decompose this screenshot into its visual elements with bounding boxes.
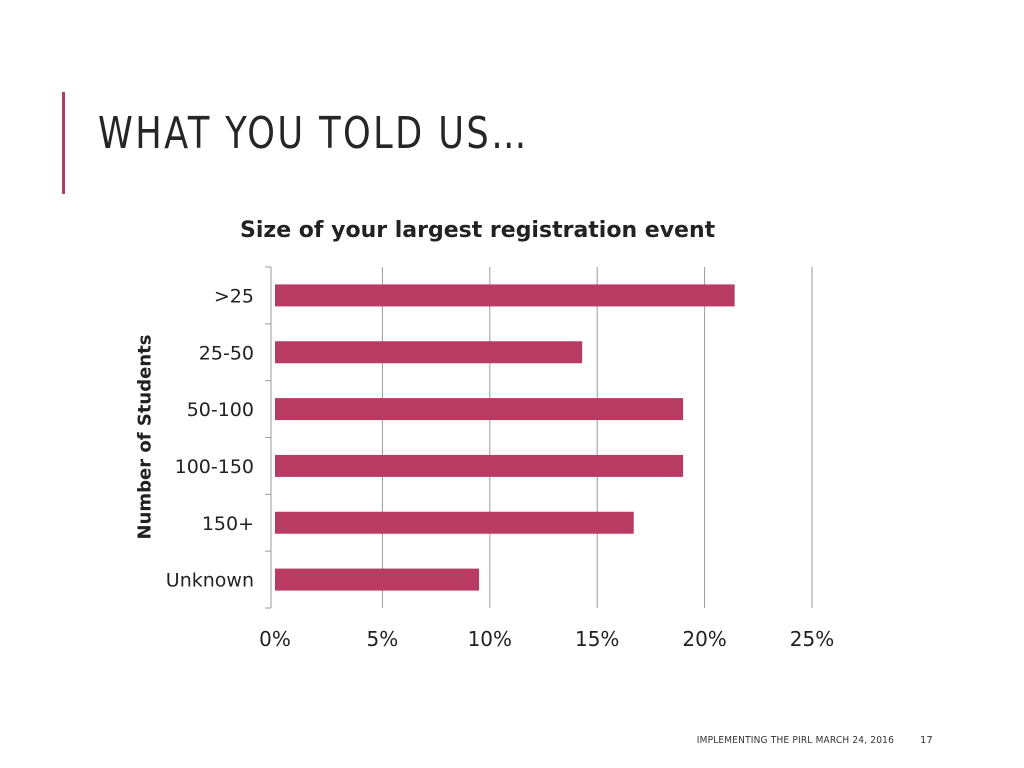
bar bbox=[275, 398, 684, 421]
category-label: 25-50 bbox=[199, 342, 254, 364]
x-tick-label: 5% bbox=[367, 627, 399, 651]
x-tick-label: 10% bbox=[468, 627, 512, 651]
chart-title: Size of your largest registration event bbox=[240, 218, 716, 243]
x-tick-label: 0% bbox=[259, 627, 291, 651]
page-number: 17 bbox=[920, 735, 933, 746]
category-label: Unknown bbox=[166, 570, 254, 592]
bar bbox=[275, 341, 583, 364]
category-label: >25 bbox=[214, 285, 254, 307]
category-label: 100-150 bbox=[175, 456, 254, 478]
x-tick-label: 25% bbox=[790, 627, 834, 651]
bar bbox=[275, 284, 735, 307]
x-tick-label: 20% bbox=[682, 627, 726, 651]
bar bbox=[275, 511, 634, 534]
x-tick-label: 15% bbox=[575, 627, 619, 651]
bar bbox=[275, 454, 684, 477]
footer-text: IMPLEMENTING THE PIRL MARCH 24, 2016 bbox=[696, 735, 894, 746]
slide-title: WHAT YOU TOLD US… bbox=[98, 108, 529, 159]
bar bbox=[275, 568, 480, 591]
category-label: 50-100 bbox=[187, 399, 254, 421]
title-accent-bar bbox=[62, 92, 65, 194]
category-label: 150+ bbox=[202, 513, 254, 535]
